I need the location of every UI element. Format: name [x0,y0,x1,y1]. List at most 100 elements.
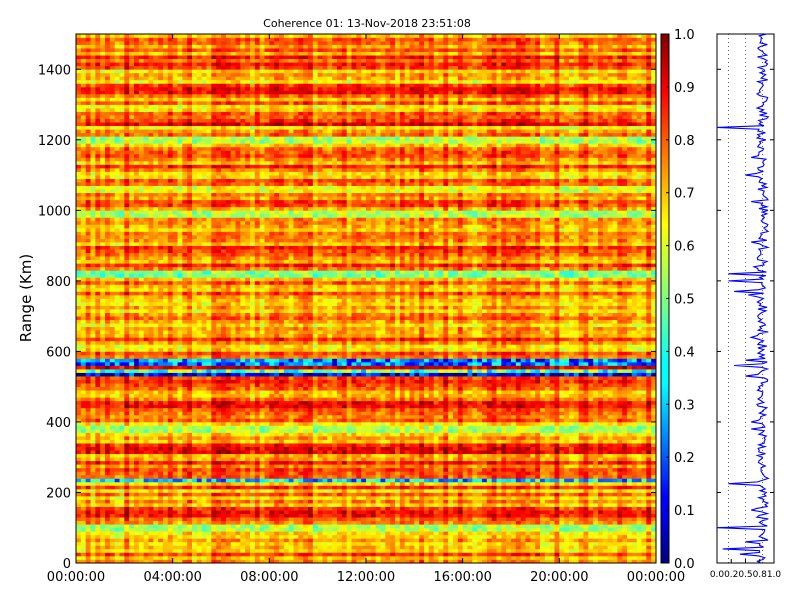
heatmap-cell [264,538,270,543]
heatmap-cell [317,467,323,472]
heatmap-cell [443,428,449,433]
heatmap-cell [95,467,101,472]
heatmap-cell [317,488,323,493]
heatmap-cell [211,478,217,483]
heatmap-cell [486,439,493,444]
heatmap-cell [370,481,377,486]
heatmap-cell [119,485,125,490]
heatmap-cell [535,559,541,564]
heatmap-cell [486,485,493,490]
heatmap-cell [506,436,512,440]
heatmap-cell [636,478,642,483]
heatmap-cell [337,545,343,550]
heatmap-cell [240,531,246,536]
heatmap-cell [153,414,159,419]
heatmap-cell [172,492,178,497]
heatmap-cell [462,545,468,550]
heatmap-cell [525,425,531,430]
heatmap-cell [588,517,594,522]
heatmap-cell [390,421,396,426]
heatmap-cell [221,457,227,462]
heatmap-cell [399,418,406,423]
heatmap-cell [366,446,372,451]
heatmap-cell [153,541,159,546]
heatmap-cell [119,428,125,433]
heatmap-cell [288,443,294,447]
heatmap-cell [399,541,406,546]
heatmap-cell [153,481,159,486]
heatmap-cell [356,552,362,557]
heatmap-cell [409,457,415,462]
heatmap-cell [317,492,323,497]
heatmap-cell [453,513,459,518]
heatmap-cell [622,453,628,458]
heatmap-cell [578,481,584,486]
heatmap-cell [651,517,657,522]
heatmap-cell [641,439,647,444]
heatmap-cell [491,481,497,486]
heatmap-cell [259,527,265,532]
heatmap-cell [308,439,314,444]
heatmap-cell [525,446,531,451]
heatmap-cell [636,457,642,462]
heatmap-cell [443,499,449,504]
heatmap-cell [230,443,236,447]
heatmap-cell [182,467,188,472]
heatmap-cell [95,524,101,529]
heatmap-cell [163,492,169,497]
heatmap-cell [443,506,449,511]
heatmap-cell [269,559,275,564]
heatmap-cell [206,520,212,525]
heatmap-cell [525,506,531,511]
heatmap-cell [76,495,82,500]
heatmap-cell [467,545,473,550]
heatmap-cell [250,545,256,550]
heatmap-cell [308,506,314,511]
heatmap-cell [80,513,87,518]
heatmap-cell [641,450,647,455]
heatmap-cell [269,439,275,444]
heatmap-cell [245,495,251,500]
heatmap-cell [588,506,594,511]
heatmap-cell [399,520,406,525]
heatmap-cell [467,450,473,455]
heatmap-cell [530,425,536,430]
heatmap-cell [293,499,299,504]
heatmap-cell [138,453,145,458]
heatmap-cell [443,524,449,529]
heatmap-cell [472,517,478,522]
heatmap-cell [520,534,526,539]
heatmap-cell [399,527,406,532]
heatmap-cell [535,517,541,522]
heatmap-cell [385,414,391,419]
heatmap-cell [279,499,285,504]
heatmap-cell [544,545,551,550]
heatmap-cell [395,425,401,430]
heatmap-cell [245,471,251,476]
heatmap-cell [230,524,236,529]
heatmap-cell [283,460,290,465]
heatmap-cell [390,545,396,550]
heatmap-cell [206,559,212,564]
heatmap-cell [607,495,613,500]
heatmap-cell [346,510,352,514]
heatmap-cell [607,421,613,426]
heatmap-cell [617,421,623,426]
heatmap-cell [593,428,599,433]
heatmap-cell [404,520,410,525]
heatmap-cell [196,495,203,500]
heatmap-cell [559,481,565,486]
heatmap-cell [250,531,256,536]
heatmap-cell [211,418,217,423]
heatmap-cell [312,538,319,543]
heatmap-cell [80,418,87,423]
heatmap-cell [298,450,304,455]
heatmap-cell [482,467,488,472]
heatmap-cell [482,439,488,444]
heatmap-cell [602,506,609,511]
heatmap-cell [76,478,82,483]
y-axis-label: Range (Km) [17,254,35,342]
heatmap-cell [588,534,594,539]
heatmap-cell [385,471,391,476]
heatmap-cell [346,520,352,525]
